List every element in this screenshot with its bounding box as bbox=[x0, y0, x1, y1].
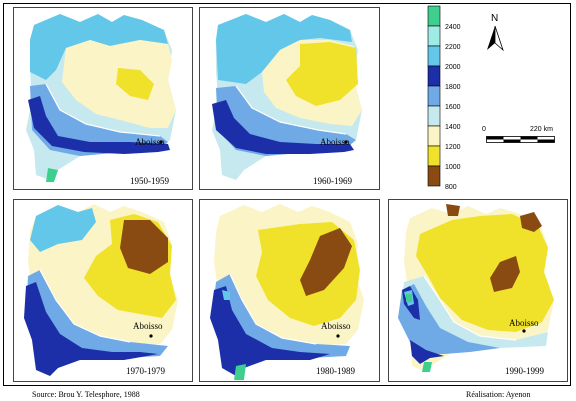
aboisso-dot bbox=[522, 329, 526, 333]
period-label: 1970-1979 bbox=[126, 366, 165, 376]
north-letter: N bbox=[491, 13, 498, 24]
credit-caption: Réalisation: Ayenon bbox=[466, 390, 531, 399]
zone-2000 bbox=[216, 14, 352, 84]
period-label: 1950-1959 bbox=[130, 176, 169, 186]
legend-tick-2200: 2200 bbox=[445, 44, 461, 51]
zone-1000 bbox=[116, 68, 154, 100]
zone-2400 bbox=[406, 294, 412, 302]
zone-2400 bbox=[234, 364, 246, 380]
legend-tick-1600: 1600 bbox=[445, 104, 461, 111]
legend-tick-2000: 2000 bbox=[445, 64, 461, 71]
aboisso-dot bbox=[336, 334, 340, 338]
place-label-aboisso: Aboisso bbox=[321, 321, 351, 331]
zone-1800-coast bbox=[410, 340, 444, 364]
legend-swatch-2400 bbox=[427, 5, 441, 27]
period-label: 1990-1999 bbox=[505, 366, 544, 376]
map-panel-1960-1969: Aboisso 1960-1969 bbox=[199, 7, 380, 190]
zone-1600 bbox=[398, 284, 500, 354]
scale-bar: 0 220 km bbox=[482, 126, 562, 148]
legend-swatch-1800 bbox=[427, 65, 441, 87]
north-arrow-icon: N bbox=[487, 13, 504, 52]
zone-800-east bbox=[520, 212, 542, 232]
legend-swatch-2200 bbox=[427, 25, 441, 47]
isoline bbox=[229, 273, 317, 345]
source-caption: Source: Brou Y. Telesphore, 1988 bbox=[32, 390, 140, 399]
isoline bbox=[235, 85, 347, 135]
map-1980-1989 bbox=[210, 204, 364, 380]
map-1950-1959 bbox=[26, 14, 176, 182]
legend-swatch-800 bbox=[427, 165, 441, 187]
zone-2000 bbox=[30, 205, 96, 252]
isoline bbox=[39, 269, 131, 343]
legend-tick-1000: 1000 bbox=[445, 164, 461, 171]
aboisso-dot bbox=[344, 140, 348, 144]
zone-800 bbox=[120, 220, 168, 274]
zone-2400 bbox=[46, 168, 58, 182]
legend-tick-800: 800 bbox=[445, 184, 457, 190]
legend-tick-1400: 1400 bbox=[445, 124, 461, 131]
map-1960-1969 bbox=[212, 14, 362, 180]
zone-1800 bbox=[28, 96, 170, 154]
legend-swatch-1000 bbox=[427, 145, 441, 167]
map-1990-1999 bbox=[398, 204, 554, 372]
legend-swatch-1200 bbox=[427, 125, 441, 147]
zone-2400-coast bbox=[422, 362, 432, 372]
zone-1000 bbox=[286, 42, 358, 106]
zone-1800 bbox=[210, 286, 330, 376]
aboisso-dot bbox=[149, 334, 153, 338]
scale-end-label: 220 km bbox=[530, 126, 553, 133]
map-panel-1990-1999: Aboisso 1990-1999 bbox=[388, 199, 568, 382]
isoline bbox=[423, 275, 517, 341]
rainfall-legend: 2400 2200 2000 1800 1600 1400 1200 1000 … bbox=[427, 5, 461, 190]
zone-2000 bbox=[222, 290, 230, 300]
legend-swatch-2000 bbox=[427, 45, 441, 67]
map-1970-1979 bbox=[24, 204, 178, 376]
period-label: 1980-1989 bbox=[316, 366, 355, 376]
legend-tick-1800: 1800 bbox=[445, 84, 461, 91]
zone-800-center bbox=[490, 256, 520, 292]
zone-800 bbox=[446, 204, 460, 216]
place-label-aboisso: Aboisso bbox=[135, 137, 165, 147]
zone-2000 bbox=[30, 14, 168, 80]
place-label-aboisso: Aboisso bbox=[509, 318, 539, 328]
map-panel-1950-1959: Aboisso 1950-1959 bbox=[13, 7, 193, 190]
zone-1800 bbox=[24, 282, 158, 376]
place-label-aboisso: Aboisso bbox=[133, 321, 163, 331]
scale-start-label: 0 bbox=[482, 126, 486, 133]
legend-tick-1200: 1200 bbox=[445, 144, 461, 151]
period-label: 1960-1969 bbox=[313, 176, 352, 186]
map-panel-1970-1979: Aboisso 1970-1979 bbox=[13, 199, 193, 382]
map-panel-1980-1989: Aboisso 1980-1989 bbox=[199, 199, 380, 382]
zone-800 bbox=[300, 228, 352, 296]
legend-swatch-1400 bbox=[427, 105, 441, 127]
zone-1000 bbox=[416, 214, 554, 332]
isoline bbox=[45, 83, 161, 137]
legend-tick-2400: 2400 bbox=[445, 24, 461, 31]
aboisso-dot bbox=[159, 140, 163, 144]
legend-swatch-1600 bbox=[427, 85, 441, 107]
scale-bar-graphic bbox=[486, 136, 555, 143]
zone-1800 bbox=[212, 100, 354, 154]
place-label-aboisso: Aboisso bbox=[320, 137, 350, 147]
